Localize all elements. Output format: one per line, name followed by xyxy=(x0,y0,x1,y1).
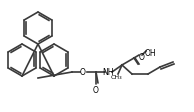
Text: O: O xyxy=(139,53,145,61)
Text: OH: OH xyxy=(144,48,156,57)
Text: O: O xyxy=(80,68,86,76)
Text: NH: NH xyxy=(102,68,114,76)
Text: O: O xyxy=(93,85,99,95)
Text: CH₃: CH₃ xyxy=(110,74,122,80)
